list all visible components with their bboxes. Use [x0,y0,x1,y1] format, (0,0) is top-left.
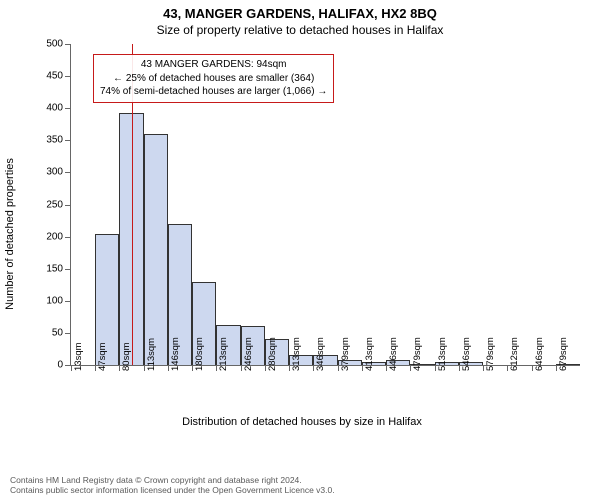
y-tick-label: 100 [46,295,71,306]
attribution-line-2: Contains public sector information licen… [10,485,335,496]
x-tick-label: 213sqm [218,337,229,371]
y-tick-label: 450 [46,71,71,82]
x-tick-label: 113sqm [146,338,157,371]
y-tick-label: 250 [46,199,71,210]
x-tick-label: 513sqm [437,337,448,371]
x-tick [168,365,169,371]
y-tick-label: 200 [46,231,71,242]
x-tick-label: 379sqm [340,337,351,371]
page-title: 43, MANGER GARDENS, HALIFAX, HX2 8BQ [0,0,600,21]
y-tick-label: 0 [57,360,71,371]
x-tick [71,365,72,371]
x-tick [483,365,484,371]
y-tick-label: 300 [46,167,71,178]
x-tick-label: 180sqm [194,337,205,371]
chart-container: Number of detached properties 0501001502… [24,44,580,424]
x-tick-label: 313sqm [291,337,302,371]
x-tick [144,365,145,371]
x-tick [556,365,557,371]
x-tick-label: 679sqm [558,337,569,371]
x-tick [435,365,436,371]
annotation-line: ← 25% of detached houses are smaller (36… [100,72,327,86]
x-tick-label: 13sqm [73,342,84,371]
attribution-line-1: Contains HM Land Registry data © Crown c… [10,475,335,486]
x-tick [459,365,460,371]
x-tick-label: 346sqm [315,337,326,371]
annotation-box: 43 MANGER GARDENS: 94sqm← 25% of detache… [93,54,334,103]
x-tick-label: 47sqm [97,342,108,371]
attribution-text: Contains HM Land Registry data © Crown c… [10,475,335,496]
x-tick-label: 446sqm [388,337,399,371]
x-axis-label: Distribution of detached houses by size … [24,416,580,428]
y-tick-label: 350 [46,135,71,146]
x-tick [265,365,266,371]
x-tick-label: 579sqm [485,337,496,371]
y-tick-label: 50 [52,327,71,338]
annotation-line: 43 MANGER GARDENS: 94sqm [100,58,327,72]
page-subtitle: Size of property relative to detached ho… [0,21,600,37]
x-tick-label: 280sqm [267,337,278,371]
x-tick [386,365,387,371]
annotation-line: 74% of semi-detached houses are larger (… [100,85,327,99]
y-axis-label: Number of detached properties [4,158,16,310]
x-tick-label: 612sqm [509,337,520,371]
x-tick [532,365,533,371]
x-tick [241,365,242,371]
y-tick-label: 150 [46,263,71,274]
plot-area: 05010015020025030035040045050013sqm47sqm… [70,44,580,366]
x-tick-label: 646sqm [534,337,545,371]
x-tick-label: 246sqm [243,337,254,371]
x-tick [338,365,339,371]
x-tick-label: 546sqm [461,337,472,371]
x-tick-label: 146sqm [170,337,181,371]
x-tick [289,365,290,371]
histogram-bar [144,134,168,365]
x-tick [362,365,363,371]
x-tick-label: 413sqm [364,337,375,371]
x-tick-label: 479sqm [412,337,423,371]
y-tick-label: 500 [46,39,71,50]
y-tick-label: 400 [46,103,71,114]
